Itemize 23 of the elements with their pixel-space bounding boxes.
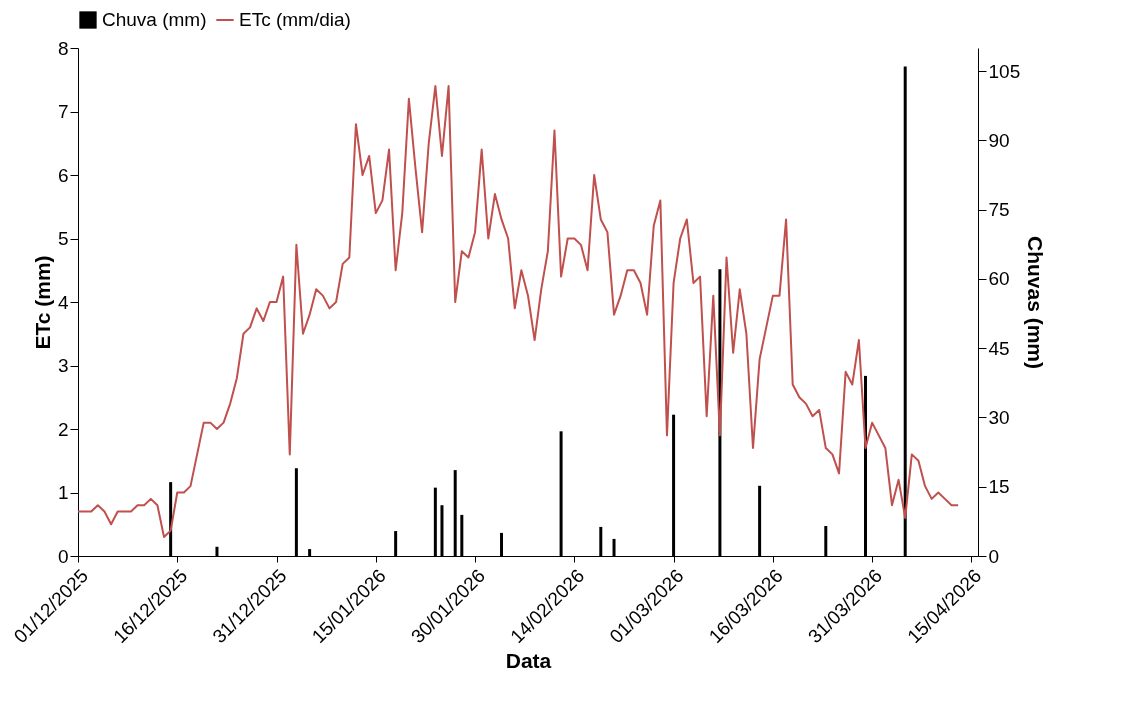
y-tick-label: 3 [57, 355, 69, 376]
y2-tick-label: 45 [988, 337, 1010, 359]
y-tick-label: 4 [57, 291, 69, 313]
x-axis-title: Data [505, 649, 552, 673]
y-tick-label: 2 [57, 418, 69, 440]
legend-label: ETc (mm/dia) [239, 9, 351, 30]
line-series [77, 85, 960, 538]
y2-tick-label: 90 [988, 129, 1010, 151]
y2-tick-label: 15 [988, 476, 1010, 498]
y2-axis-title: Chuvas (mm) [1024, 235, 1048, 370]
y-tick-label: 7 [57, 101, 69, 122]
y-tick-label: 5 [57, 228, 69, 249]
y2-tick-label: 60 [988, 268, 1010, 290]
y-tick-label: 1 [57, 482, 69, 503]
legend-label: Chuva (mm) [102, 9, 207, 30]
y-tick-label: 8 [57, 37, 69, 59]
y2-tick-label: 30 [988, 406, 1010, 428]
y-tick-label: 0 [57, 545, 69, 567]
y2-tick-label: 0 [988, 545, 1000, 567]
y-tick-label: 6 [57, 164, 69, 186]
y-axis-title: ETc (mm) [30, 255, 54, 350]
y2-tick-label: 75 [988, 199, 1010, 221]
y2-tick-label: 105 [988, 60, 1021, 82]
